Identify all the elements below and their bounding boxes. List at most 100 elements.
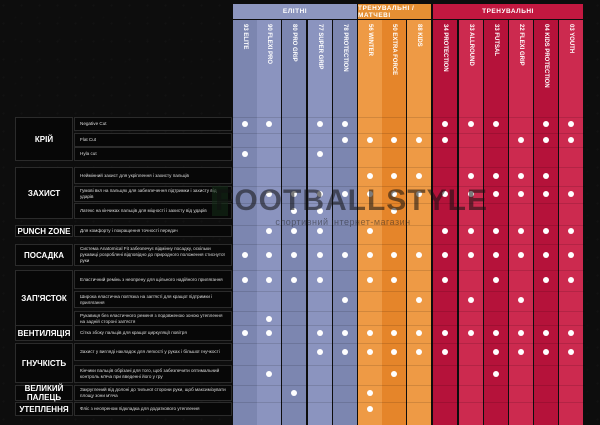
feature-dot (468, 191, 474, 197)
model-name: 34 PROTECTION (442, 24, 448, 72)
feature-description: Гумові вкл на пальцях для забезпечення п… (74, 186, 232, 202)
feature-dot (442, 252, 448, 258)
feature-description: Negative Cut (74, 117, 232, 131)
feature-dot (391, 276, 397, 283)
feature-dot (317, 330, 323, 336)
feature-dot (543, 137, 549, 143)
feature-dot (416, 296, 422, 303)
model-column: 78 PROTECTION (333, 20, 357, 425)
feature-dot (266, 228, 272, 234)
feature-dot (442, 330, 448, 336)
feature-dot (391, 349, 397, 355)
feature-dot (367, 172, 373, 179)
feature-description: Система Anatomical Fit забезпечує відмін… (74, 244, 232, 266)
category-label: КРІЙ (15, 117, 73, 161)
feature-dot (543, 276, 549, 283)
feature-dot (442, 276, 448, 283)
category-label: ПОСАДКА (15, 244, 73, 266)
model-name: 33 ALLROUND (468, 24, 474, 66)
row-divider (232, 244, 585, 245)
feature-dot (391, 191, 397, 197)
feature-dot (416, 349, 422, 355)
feature-dot (291, 208, 297, 214)
feature-dot (367, 349, 373, 355)
feature-dot (543, 228, 549, 234)
feature-description: Рукавиця без еластичного ременя з подовж… (74, 311, 232, 327)
feature-dot (568, 349, 574, 355)
feature-dot (518, 349, 524, 355)
feature-dot (468, 172, 474, 179)
model-column: 34 PROTECTION (433, 20, 457, 425)
feature-dot (291, 191, 297, 197)
feature-dot (367, 276, 373, 283)
feature-dot (416, 191, 422, 197)
feature-description: Неймінний захист для укріплення і захист… (74, 167, 232, 184)
feature-dot (468, 228, 474, 234)
feature-dot (291, 276, 297, 283)
feature-dot (442, 349, 448, 355)
feature-dot (442, 137, 448, 143)
feature-dot (266, 371, 272, 377)
row-divider (232, 117, 585, 118)
feature-dot (391, 252, 397, 258)
feature-dot (342, 349, 348, 355)
feature-dot (342, 121, 348, 127)
feature-dot (342, 296, 348, 303)
feature-description: Hyla cut (74, 147, 232, 161)
model-column: 90 FLEXI PRO (257, 20, 281, 425)
feature-dot (518, 252, 524, 258)
model-column: 93 ELITE (233, 20, 257, 425)
feature-description: Фліс з неопреном підкладка для додатково… (74, 402, 232, 416)
feature-dot (416, 172, 422, 179)
feature-dot (468, 296, 474, 303)
watermark-title: FOOTBALLSTYLE (215, 184, 488, 217)
category-label: ВЕНТИЛЯЦІЯ (15, 325, 73, 341)
feature-description: Широка еластична пов'язка на зап'ясті дл… (74, 291, 232, 308)
group-header-1: ТРЕНУВАЛЬНІ / МАТЧЕВІ (358, 4, 431, 19)
model-column: 77 SUPER GRIP (308, 20, 332, 425)
feature-description: Захист у вигляді накладок для легкості у… (74, 343, 232, 361)
model-column: 88 KIDS (407, 20, 431, 425)
feature-dot (442, 228, 448, 234)
feature-dot (291, 228, 297, 234)
feature-dot (317, 121, 323, 127)
model-column: 80 PRO GRIP (282, 20, 306, 425)
feature-dot (518, 172, 524, 179)
feature-dot (242, 121, 248, 127)
feature-dot (317, 191, 323, 197)
feature-dot (493, 276, 499, 283)
category-label: ЗАП'ЯСТОК (15, 270, 73, 327)
feature-dot (391, 208, 397, 214)
feature-description: Для комфорту і покращення точності перед… (74, 225, 232, 237)
feature-dot (543, 172, 549, 179)
group-header-2: ТРЕНУВАЛЬНІ (433, 4, 583, 19)
feature-dot (568, 121, 574, 127)
feature-dot (391, 137, 397, 143)
feature-dot (468, 330, 474, 336)
feature-dot (568, 276, 574, 283)
feature-dot (543, 330, 549, 336)
feature-dot (342, 252, 348, 258)
feature-dot (493, 349, 499, 355)
feature-dot (543, 349, 549, 355)
feature-dot (317, 276, 323, 283)
feature-dot (242, 252, 248, 258)
feature-dot (468, 121, 474, 127)
feature-dot (518, 330, 524, 336)
watermark-logo (212, 186, 228, 216)
model-name: 03 YOUTH (568, 24, 574, 54)
feature-dot (266, 121, 272, 127)
feature-dot (518, 137, 524, 143)
row-divider (232, 270, 585, 271)
feature-description: Латекс на кінчиках пальців для міцності … (74, 203, 232, 219)
feature-dot (518, 296, 524, 303)
model-column: 03 YOUTH (559, 20, 583, 425)
feature-dot (367, 137, 373, 143)
row-divider (232, 186, 585, 187)
feature-description: Кінчики пальців обрізані для того, щоб з… (74, 365, 232, 383)
feature-description: Сітка збоку пальців для кращої циркуляці… (74, 325, 232, 341)
row-divider (232, 133, 585, 134)
model-column: 04 KIDS PROTECTION (534, 20, 558, 425)
feature-dot (317, 349, 323, 355)
